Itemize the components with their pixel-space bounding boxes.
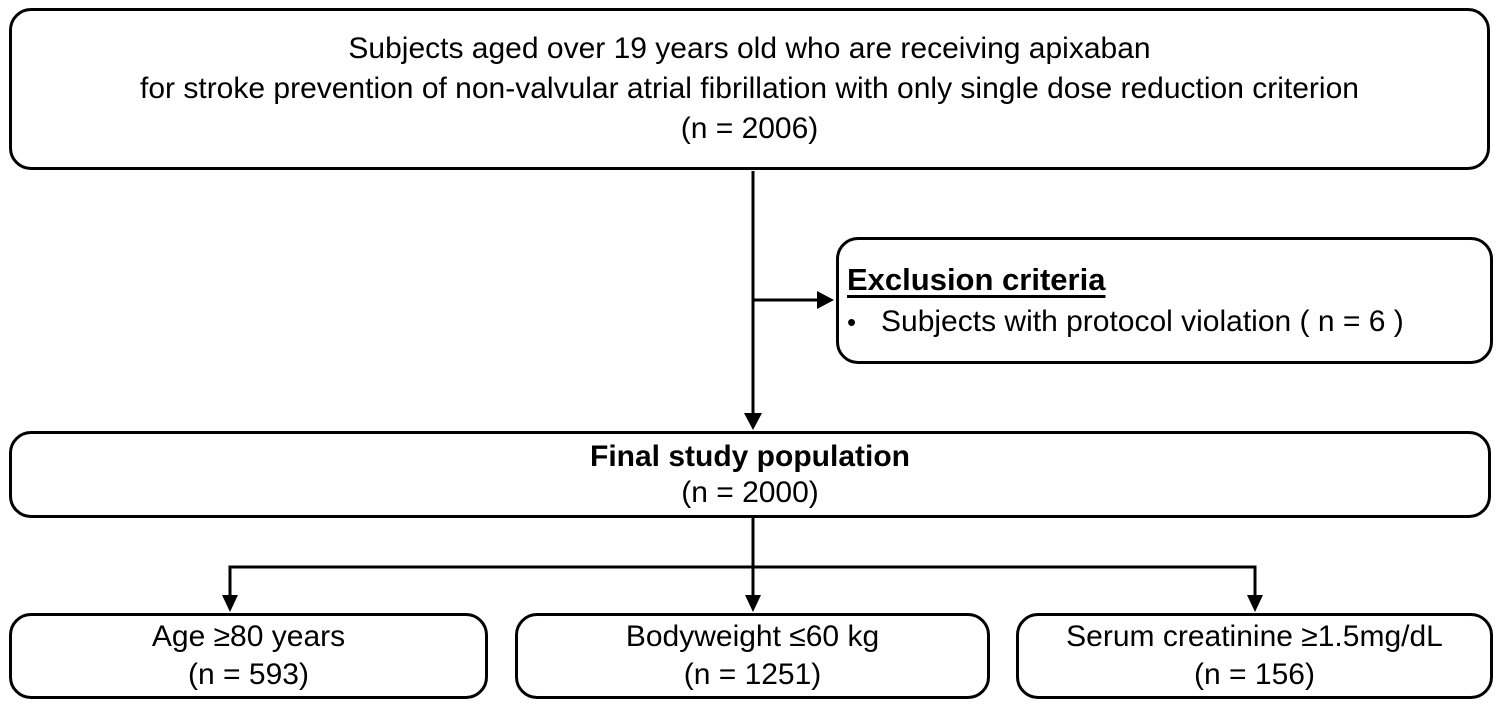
- exclusion-criteria-item: Subjects with protocol violation ( n = 6…: [881, 304, 1404, 338]
- source-population-count: (n = 2006): [680, 112, 819, 145]
- bullet-icon: •: [847, 306, 857, 337]
- subgroup-box-age: Age ≥80 years (n = 593): [9, 613, 488, 699]
- connector-rail: [228, 565, 1257, 598]
- subgroup-creatinine-label: Serum creatinine ≥1.5mg/dL: [1066, 620, 1443, 653]
- subgroup-age-count: (n = 593): [188, 658, 309, 691]
- source-population-line1: Subjects aged over 19 years old who are …: [348, 32, 1151, 65]
- exclusion-criteria-heading: Exclusion criteria: [847, 261, 1106, 297]
- arrowhead-right-to-exclusion-icon: [817, 291, 834, 309]
- final-population-box: Final study population (n = 2000): [9, 431, 1491, 518]
- arrowhead-down-to-final-icon: [744, 413, 762, 430]
- source-population-line2: for stroke prevention of non-valvular at…: [140, 72, 1359, 105]
- final-population-title: Final study population: [590, 439, 910, 473]
- source-population-box: Subjects aged over 19 years old who are …: [9, 8, 1490, 170]
- final-population-count: (n = 2000): [681, 475, 819, 509]
- arrowhead-down-to-age-icon: [222, 595, 238, 612]
- arrowhead-down-to-creatinine-icon: [1247, 595, 1263, 612]
- subgroup-bodyweight-label: Bodyweight ≤60 kg: [625, 620, 880, 653]
- subgroup-box-bodyweight: Bodyweight ≤60 kg (n = 1251): [515, 613, 990, 699]
- exclusion-criteria-box: Exclusion criteria • Subjects with proto…: [836, 237, 1493, 364]
- subgroup-age-label: Age ≥80 years: [151, 620, 346, 653]
- subgroup-box-creatinine: Serum creatinine ≥1.5mg/dL (n = 156): [1016, 613, 1493, 699]
- subgroup-bodyweight-count: (n = 1251): [683, 658, 822, 691]
- arrowhead-down-to-bodyweight-icon: [745, 595, 761, 612]
- exclusion-criteria-item-row: • Subjects with protocol violation ( n =…: [847, 301, 1404, 343]
- subgroup-creatinine-count: (n = 156): [1194, 658, 1315, 691]
